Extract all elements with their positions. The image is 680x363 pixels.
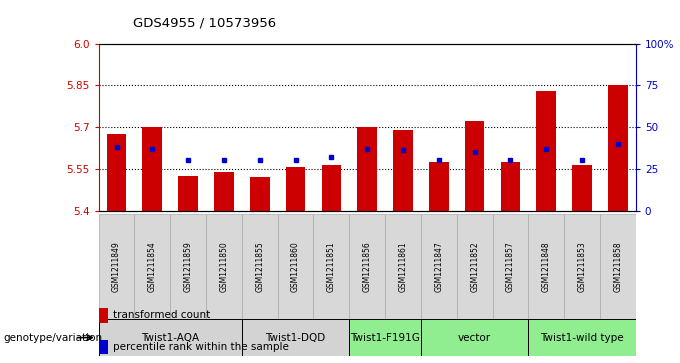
Text: GSM1211861: GSM1211861 — [398, 241, 407, 292]
Bar — [313, 214, 350, 319]
Text: GSM1211859: GSM1211859 — [184, 241, 192, 292]
Text: percentile rank within the sample: percentile rank within the sample — [113, 342, 289, 352]
Text: GSM1211856: GSM1211856 — [362, 241, 372, 292]
Text: GSM1211847: GSM1211847 — [435, 241, 443, 292]
Bar — [178, 176, 198, 211]
Text: GSM1211850: GSM1211850 — [220, 241, 228, 292]
Bar — [242, 214, 277, 319]
Text: GSM1211849: GSM1211849 — [112, 241, 121, 292]
Text: GSM1211858: GSM1211858 — [613, 241, 622, 292]
Bar — [528, 319, 636, 356]
Bar — [393, 130, 413, 211]
Bar — [537, 91, 556, 211]
Text: Twist1-AQA: Twist1-AQA — [141, 333, 199, 343]
Text: GSM1211848: GSM1211848 — [542, 241, 551, 292]
Bar — [99, 319, 242, 356]
Bar — [385, 214, 421, 319]
Bar — [421, 214, 457, 319]
Bar — [99, 308, 108, 323]
Text: GDS4955 / 10573956: GDS4955 / 10573956 — [133, 16, 275, 29]
Bar — [250, 177, 269, 211]
Bar — [206, 214, 242, 319]
Bar — [322, 164, 341, 211]
Bar — [350, 319, 421, 356]
Bar — [350, 214, 385, 319]
Bar — [143, 127, 162, 211]
Bar — [528, 214, 564, 319]
Text: vector: vector — [458, 333, 491, 343]
Bar — [421, 319, 528, 356]
Bar — [99, 339, 108, 354]
Bar — [99, 214, 135, 319]
Bar — [608, 85, 628, 211]
Bar — [492, 214, 528, 319]
Text: GSM1211853: GSM1211853 — [577, 241, 587, 292]
Text: GSM1211855: GSM1211855 — [255, 241, 265, 292]
Text: GSM1211857: GSM1211857 — [506, 241, 515, 292]
Bar — [214, 172, 234, 211]
Text: Twist1-DQD: Twist1-DQD — [265, 333, 326, 343]
Bar — [573, 164, 592, 211]
Text: GSM1211852: GSM1211852 — [470, 241, 479, 292]
Text: GSM1211851: GSM1211851 — [327, 241, 336, 292]
Bar — [358, 127, 377, 211]
Bar — [135, 214, 170, 319]
Bar — [457, 214, 492, 319]
Text: GSM1211854: GSM1211854 — [148, 241, 157, 292]
Bar — [600, 214, 636, 319]
Bar — [564, 214, 600, 319]
Bar — [242, 319, 350, 356]
Bar — [500, 162, 520, 211]
Bar — [277, 214, 313, 319]
Text: genotype/variation: genotype/variation — [3, 333, 103, 343]
Bar — [429, 162, 449, 211]
Text: Twist1-wild type: Twist1-wild type — [541, 333, 624, 343]
Bar — [107, 134, 126, 211]
Bar — [465, 122, 484, 211]
Text: Twist1-F191G: Twist1-F191G — [350, 333, 420, 343]
Text: GSM1211860: GSM1211860 — [291, 241, 300, 292]
Bar — [170, 214, 206, 319]
Bar — [286, 167, 305, 211]
Text: transformed count: transformed count — [113, 310, 210, 321]
